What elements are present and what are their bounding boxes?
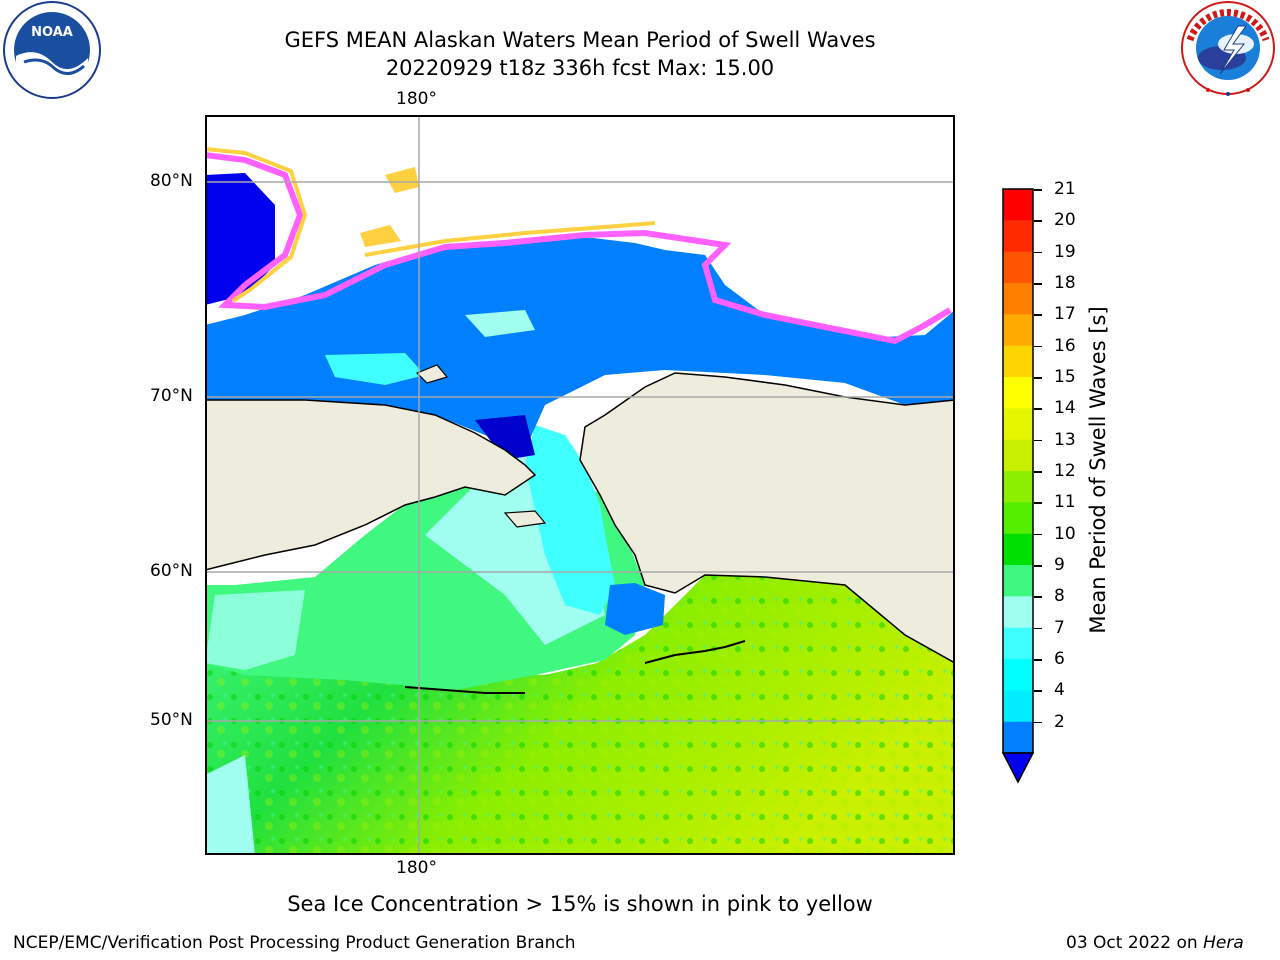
colorbar-tick-mark bbox=[1034, 721, 1042, 724]
colorbar-band bbox=[1003, 283, 1033, 315]
lon-label-top: 180° bbox=[396, 89, 437, 109]
colorbar-bands bbox=[1003, 189, 1033, 754]
colorbar-tick-mark bbox=[1034, 502, 1042, 504]
colorbar-tick-mark bbox=[1034, 345, 1042, 348]
colorbar-tick-mark bbox=[1034, 377, 1042, 379]
colorbar-extend-min bbox=[1001, 752, 1035, 784]
footer-machine: Hera bbox=[1203, 933, 1244, 953]
colorbar-band bbox=[1003, 627, 1033, 660]
arctic-cyan-patch-2 bbox=[465, 310, 535, 337]
colorbar-tick-label: 4 bbox=[1054, 680, 1065, 701]
colorbar-tick-label: 19 bbox=[1054, 241, 1076, 262]
colorbar-band bbox=[1003, 314, 1033, 347]
colorbar-label: Mean Period of Swell Waves [s] bbox=[1086, 306, 1110, 634]
colorbar-tick-mark bbox=[1034, 533, 1042, 536]
colorbar-band bbox=[1003, 345, 1033, 378]
arctic-cyan-patch bbox=[325, 353, 425, 385]
lon-label-bottom: 180° bbox=[396, 858, 437, 878]
colorbar-band bbox=[1003, 189, 1033, 221]
ice-floe-2 bbox=[360, 225, 401, 247]
colorbar-band bbox=[1003, 502, 1033, 535]
noaa-logo: NOAA bbox=[2, 0, 102, 100]
colorbar-tick-mark bbox=[1034, 471, 1042, 473]
colorbar-tick-mark bbox=[1034, 220, 1042, 222]
colorbar-band bbox=[1003, 721, 1033, 754]
ice-edge-pink bbox=[204, 152, 952, 345]
chukotka-land bbox=[204, 399, 537, 571]
pacific-sw-patch bbox=[205, 755, 255, 855]
lat-label-60: 60°N bbox=[150, 561, 193, 581]
st-lawrence-island bbox=[503, 510, 547, 528]
colorbar-tick-label: 17 bbox=[1054, 304, 1076, 325]
bering-west-patch bbox=[205, 590, 305, 670]
colorbar-tick-mark bbox=[1034, 565, 1042, 567]
bristol-bay bbox=[605, 583, 665, 635]
colorbar-tick-label: 10 bbox=[1054, 523, 1076, 544]
bering-strait bbox=[525, 425, 615, 615]
colorbar-tick-label: 20 bbox=[1054, 210, 1076, 231]
colorbar-tick-mark bbox=[1034, 283, 1042, 285]
chukchi-deep-patch bbox=[475, 415, 535, 460]
alaska-land bbox=[579, 372, 956, 665]
colorbar-band bbox=[1003, 565, 1033, 597]
swell-period-map bbox=[204, 115, 956, 855]
colorbar-tick-mark bbox=[1034, 659, 1042, 661]
sea-ice-note: Sea Ice Concentration > 15% is shown in … bbox=[287, 892, 873, 916]
colorbar-tick-label: 7 bbox=[1054, 617, 1065, 638]
colorbar bbox=[1001, 188, 1035, 784]
colorbar-tick-label: 2 bbox=[1054, 711, 1065, 732]
colorbar-band bbox=[1003, 220, 1033, 253]
colorbar-band bbox=[1003, 533, 1033, 566]
lat-label-80: 80°N bbox=[150, 171, 193, 191]
colorbar-band bbox=[1003, 690, 1033, 723]
swell-texture bbox=[205, 575, 955, 855]
chart-subtitle: 20220929 t18z 336h fcst Max: 15.00 bbox=[385, 56, 775, 80]
colorbar-tick-mark bbox=[1034, 439, 1042, 442]
colorbar-tick-mark bbox=[1034, 596, 1042, 598]
graticule bbox=[205, 115, 955, 855]
colorbar-tick-mark bbox=[1034, 189, 1042, 191]
colorbar-tick-label: 11 bbox=[1054, 492, 1076, 513]
ice-floe-1 bbox=[385, 167, 419, 193]
colorbar-band bbox=[1003, 439, 1033, 472]
colorbar-tick-label: 15 bbox=[1054, 367, 1076, 387]
footer-date-text: 03 Oct 2022 on bbox=[1066, 933, 1198, 953]
map-frame bbox=[205, 115, 955, 855]
colorbar-tick-label: 16 bbox=[1054, 335, 1076, 356]
footer-date: 03 Oct 2022 on Hera bbox=[1066, 932, 1244, 954]
chart-title: GEFS MEAN Alaskan Waters Mean Period of … bbox=[284, 28, 876, 52]
colorbar-tick-label: 12 bbox=[1054, 461, 1076, 481]
colorbar-band bbox=[1003, 251, 1033, 284]
colorbar-band bbox=[1003, 377, 1033, 409]
colorbar-tick-label: 6 bbox=[1054, 649, 1065, 669]
colorbar-tick-label: 14 bbox=[1054, 398, 1076, 419]
colorbar-tick-label: 21 bbox=[1054, 179, 1076, 199]
colorbar-tick-label: 8 bbox=[1054, 586, 1065, 607]
lat-label-50: 50°N bbox=[150, 710, 193, 730]
colorbar-tick-label: 13 bbox=[1054, 429, 1076, 450]
colorbar-tick-mark bbox=[1034, 627, 1042, 630]
colorbar-frame bbox=[1002, 188, 1034, 754]
colorbar-band bbox=[1003, 596, 1033, 629]
colorbar-tick-mark bbox=[1034, 314, 1042, 316]
colorbar-tick-label: 18 bbox=[1054, 273, 1076, 293]
aleutian-islands-west bbox=[404, 686, 525, 694]
colorbar-band bbox=[1003, 408, 1033, 441]
colorbar-tick-label: 9 bbox=[1054, 555, 1065, 575]
colorbar-band bbox=[1003, 471, 1033, 503]
nws-logo bbox=[1178, 0, 1278, 100]
svg-text:NOAA: NOAA bbox=[31, 25, 73, 40]
map-panel bbox=[204, 115, 956, 855]
footer-branch: NCEP/EMC/Verification Post Processing Pr… bbox=[13, 933, 576, 953]
colorbar-tick-mark bbox=[1034, 408, 1042, 410]
colorbar-tick-mark bbox=[1034, 251, 1042, 254]
lat-label-70: 70°N bbox=[150, 386, 193, 406]
aleutian-islands-east bbox=[644, 640, 746, 664]
wrangel-island bbox=[415, 364, 449, 384]
colorbar-tick-mark bbox=[1034, 690, 1042, 692]
colorbar-band bbox=[1003, 659, 1033, 691]
ice-edge-yellow-west bbox=[204, 147, 308, 303]
